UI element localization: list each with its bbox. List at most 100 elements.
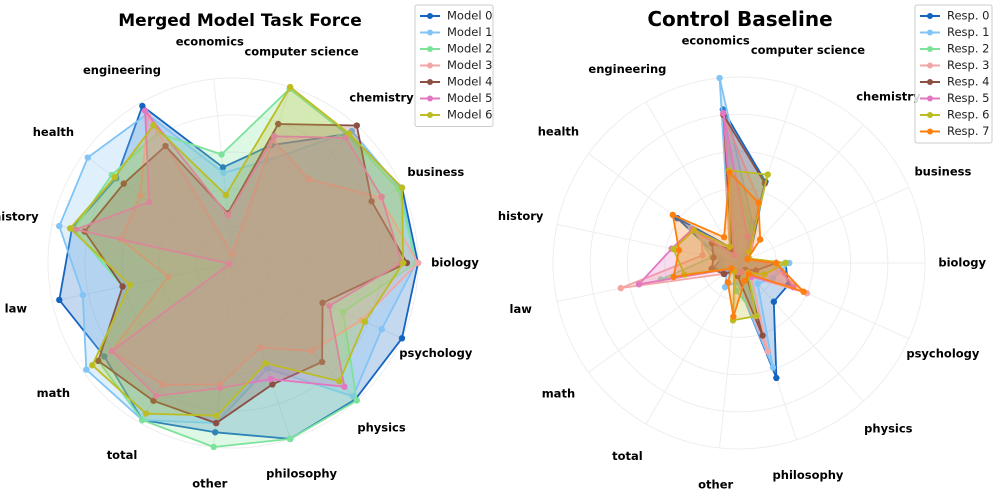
data-point (341, 383, 348, 390)
data-point (747, 224, 754, 231)
series-fill (672, 172, 804, 317)
data-point (326, 302, 333, 310)
legend-label: Resp. 7 (947, 124, 989, 138)
axis-label: total (612, 449, 643, 463)
data-point (224, 211, 232, 219)
legend-marker (427, 13, 433, 19)
data-point (269, 381, 276, 388)
chart-title: Merged Model Task Force (118, 11, 361, 31)
data-point (717, 263, 725, 271)
data-point (342, 134, 349, 142)
data-point (378, 326, 385, 333)
data-point (120, 180, 127, 187)
data-point (749, 219, 756, 226)
series-fill (70, 87, 404, 416)
legend-label: Resp. 6 (947, 108, 989, 122)
data-point (137, 192, 144, 199)
data-point (318, 358, 326, 366)
axis-label: computer science (244, 44, 358, 58)
legend-marker (427, 29, 433, 36)
axis-label: business (914, 165, 971, 179)
data-point (720, 109, 727, 117)
chart-title: Control Baseline (647, 7, 832, 31)
data-point (262, 360, 269, 367)
legend: Resp. 0 Resp. 1 Resp. 2 Resp. 3 Resp. 4 Resp.… (914, 4, 993, 144)
data-point (754, 280, 761, 287)
data-point (773, 259, 780, 267)
axis-label: philosophy (773, 468, 844, 482)
axis-label: economics (176, 35, 244, 49)
grid-spoke (232, 262, 291, 440)
data-point (744, 233, 751, 240)
data-point (699, 252, 706, 259)
legend-label: Resp. 5 (947, 91, 989, 105)
data-point (731, 251, 738, 259)
axis-label: total (107, 448, 138, 462)
axis-label: health (33, 125, 74, 139)
grid-spoke (232, 262, 358, 401)
axis-label: engineering (83, 63, 161, 77)
legend-marker (927, 79, 933, 85)
data-point (764, 348, 771, 355)
data-point (724, 279, 732, 286)
data-point (753, 312, 760, 320)
data-point (220, 169, 227, 177)
data-point (264, 365, 271, 372)
data-point (139, 102, 146, 110)
legend-marker (927, 95, 933, 102)
radar-chart-1: biology business chemistry computer science… (498, 4, 993, 491)
data-point (346, 130, 353, 137)
axis-label: economics (682, 34, 750, 48)
axis-label: chemistry (856, 90, 921, 104)
axis-label: chemistry (349, 91, 414, 105)
axis-label: history (498, 209, 544, 223)
legend-marker (427, 62, 433, 69)
data-point (150, 122, 157, 129)
data-point (286, 435, 294, 443)
data-point (755, 199, 762, 207)
grid-spoke (232, 125, 358, 264)
data-point (716, 74, 723, 82)
data-point (212, 419, 220, 427)
axis-label: biology (431, 256, 479, 270)
legend-marker (927, 112, 933, 118)
data-point (773, 374, 780, 382)
data-point (782, 259, 789, 267)
data-point (361, 318, 369, 325)
data-point (759, 332, 766, 339)
series-line (72, 87, 418, 448)
data-point (274, 120, 282, 128)
data-point (56, 222, 63, 230)
data-point (769, 274, 777, 282)
data-point (690, 227, 698, 234)
data-point (770, 298, 778, 305)
radar-chart-0: biology business chemistry computer science… (0, 4, 494, 490)
series-line (110, 114, 419, 386)
series-fill (673, 170, 786, 321)
axis-label: math (542, 387, 575, 401)
data-point (728, 265, 735, 272)
data-point (101, 353, 108, 360)
data-point (153, 392, 160, 400)
data-point (56, 296, 63, 304)
data-point (617, 284, 624, 292)
legend: Model 0 Model 1 Model 2 Model 3 Model 4 Model… (414, 4, 494, 127)
series-fill (84, 124, 407, 424)
data-point (398, 184, 406, 191)
data-point (162, 142, 169, 150)
data-point (319, 299, 326, 307)
data-point (635, 281, 643, 288)
data-point (270, 133, 278, 140)
data-point (761, 271, 768, 278)
data-point (744, 256, 751, 263)
legend-label: Resp. 1 (947, 25, 989, 39)
data-point (400, 259, 407, 267)
series-line (69, 86, 405, 417)
legend-label: Model 5 (447, 91, 493, 105)
series-line (671, 171, 805, 318)
grid-spoke (588, 262, 740, 373)
data-point (111, 173, 118, 181)
data-point (257, 344, 264, 351)
axis-label: health (538, 124, 579, 138)
